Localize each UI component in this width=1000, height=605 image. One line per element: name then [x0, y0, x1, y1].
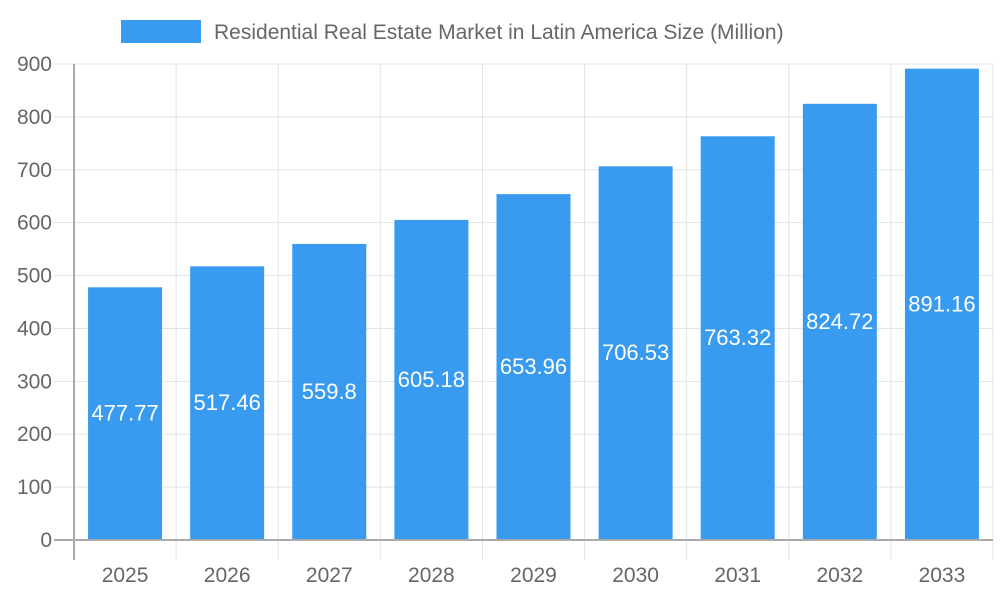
bars	[88, 68, 979, 541]
x-tick-label: 2031	[714, 564, 761, 587]
bar	[496, 194, 571, 541]
x-tick-label: 2026	[204, 564, 251, 587]
y-tick-label: 800	[17, 106, 52, 129]
bar	[394, 219, 469, 541]
data-labels: 477.77 517.46 559.8 605.18 653.96 706.53 763.3…	[91, 291, 975, 425]
bar	[904, 68, 979, 540]
y-tick-label: 200	[17, 423, 52, 446]
y-tick-label: 900	[17, 53, 52, 76]
y-tick-label: 500	[17, 265, 52, 288]
y-tick-label: 100	[17, 476, 52, 499]
y-tick-label: 700	[17, 159, 52, 182]
bar-value-label: 706.53	[602, 340, 669, 365]
legend-swatch	[121, 20, 201, 43]
bar-value-label: 477.77	[91, 401, 158, 426]
bar-value-label: 653.96	[500, 354, 567, 379]
x-tick-label: 2027	[306, 564, 353, 587]
bar	[598, 166, 673, 540]
bar	[700, 136, 775, 541]
bar	[292, 243, 367, 541]
bar-value-label: 559.8	[302, 379, 357, 404]
bar-value-label: 605.18	[398, 367, 465, 392]
x-tick-label: 2030	[612, 564, 659, 587]
x-tick-label: 2029	[510, 564, 557, 587]
x-tick-label: 2025	[102, 564, 149, 587]
y-tick-label: 400	[17, 317, 52, 340]
bar	[802, 103, 877, 540]
legend-label: Residential Real Estate Market in Latin …	[214, 21, 784, 44]
x-tick-label: 2032	[816, 564, 863, 587]
bar-value-label: 517.46	[194, 390, 261, 415]
bar-value-label: 763.32	[704, 325, 771, 350]
x-tick-label: 2028	[408, 564, 455, 587]
y-tick-label: 600	[17, 212, 52, 235]
bar-value-label: 824.72	[806, 309, 873, 334]
x-tick-label: 2033	[919, 564, 966, 587]
bar-value-label: 891.16	[908, 291, 975, 316]
y-tick-label: 0	[40, 529, 52, 552]
legend[interactable]: Residential Real Estate Market in Latin …	[121, 20, 784, 44]
y-tick-label: 300	[17, 370, 52, 393]
bar	[190, 266, 265, 540]
bar	[88, 287, 163, 540]
axes: 0 100 200 300 400 500 600 700 800 900 2025 2026 2027…	[17, 53, 993, 587]
